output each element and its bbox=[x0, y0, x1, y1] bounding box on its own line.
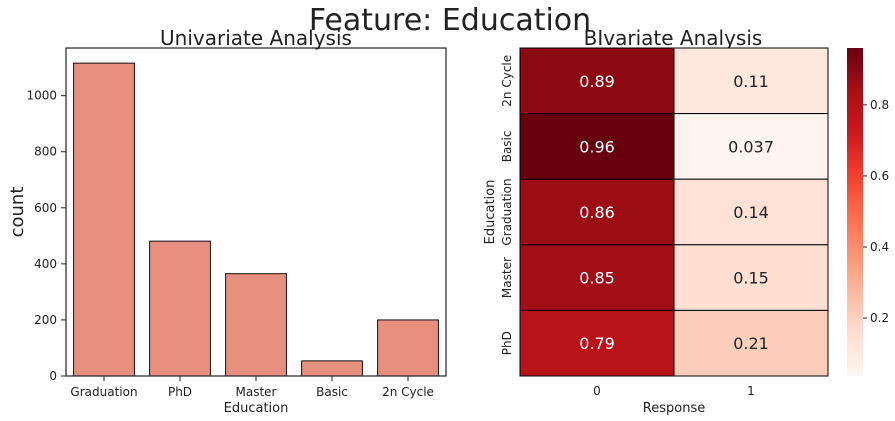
heatmap-x-tick-label: 0 bbox=[593, 384, 601, 398]
heatmap-cell-label: 0.037 bbox=[728, 137, 774, 156]
heatmap-cells: 0.89 0.11 0.96 0.037 0.86 0.14 0.85 0.15 0.79 0.2… bbox=[519, 47, 829, 377]
heatmap-cell bbox=[519, 113, 675, 180]
bar-2n-cycle bbox=[377, 319, 439, 377]
heatmap-cell bbox=[673, 47, 829, 115]
heatmap-y-tick-label: 2n Cycle bbox=[500, 55, 514, 107]
bar-x-tick-label: Master bbox=[236, 385, 277, 399]
heatmap-y-axis-label: Education bbox=[483, 180, 498, 245]
heatmap-cell-label: 0.86 bbox=[579, 203, 615, 222]
bar-series bbox=[73, 62, 439, 377]
bar-x-axis: Graduation PhD Master Basic 2n Cycle bbox=[70, 376, 434, 399]
bar-x-tick-label: 2n Cycle bbox=[382, 385, 434, 399]
heatmap-y-tick-label: Master bbox=[500, 257, 514, 298]
bar-y-axis-label: count bbox=[7, 187, 28, 238]
heatmap-cell bbox=[673, 113, 829, 180]
colorbar-gradient bbox=[847, 48, 863, 376]
bar-x-tick-label: PhD bbox=[168, 385, 192, 399]
heatmap-cell bbox=[673, 309, 829, 377]
colorbar-tick-label: 0.6 bbox=[870, 169, 889, 183]
heatmap-cell-label: 0.85 bbox=[579, 269, 615, 288]
bar-chart-title: Univariate Analysis bbox=[160, 26, 352, 50]
heatmap-cell-label: 0.96 bbox=[579, 137, 615, 156]
heatmap-cell-label: 0.11 bbox=[733, 72, 769, 91]
heatmap-cell bbox=[519, 178, 675, 246]
heatmap-cell bbox=[519, 309, 675, 377]
bar-master bbox=[225, 273, 287, 377]
bar-x-tick-label: Basic bbox=[316, 385, 348, 399]
heatmap-title: BIvariate Analysis bbox=[584, 26, 763, 50]
heatmap-y-axis: 2n Cycle Basic Graduation Master PhD bbox=[500, 55, 514, 355]
bar-y-tick-label: 0 bbox=[49, 369, 57, 383]
heatmap-y-tick-label: Graduation bbox=[500, 178, 514, 245]
bar-y-tick-label: 800 bbox=[34, 145, 57, 159]
bar-graduation bbox=[73, 62, 135, 377]
bar-y-tick-label: 400 bbox=[34, 257, 57, 271]
heatmap-cell-label: 0.79 bbox=[579, 334, 615, 353]
colorbar-tick-label: 0.2 bbox=[870, 311, 889, 325]
bar-x-axis-label: Education bbox=[224, 401, 289, 416]
heatmap-cell bbox=[673, 178, 829, 246]
bar-phd bbox=[149, 240, 211, 377]
heatmap-y-tick-label: Basic bbox=[500, 131, 514, 163]
heatmap-x-axis-label: Response bbox=[643, 401, 705, 416]
heatmap-cell bbox=[519, 47, 675, 115]
heatmap-x-tick-label: 1 bbox=[747, 384, 755, 398]
bar-y-tick-label: 1000 bbox=[26, 89, 57, 103]
colorbar-tick-label: 0.8 bbox=[870, 98, 889, 112]
heatmap-cell-label: 0.89 bbox=[579, 72, 615, 91]
heatmap-cell-label: 0.21 bbox=[733, 334, 769, 353]
colorbar-tick-label: 0.4 bbox=[870, 240, 889, 254]
bivariate-heatmap: BIvariate Analysis 0.89 0.11 0.96 0.037 0.86… bbox=[483, 26, 889, 416]
heatmap-colorbar: 0.2 0.4 0.6 0.8 bbox=[847, 48, 889, 376]
bar-y-tick-label: 200 bbox=[34, 313, 57, 327]
heatmap-cell bbox=[673, 244, 829, 311]
heatmap-cell-label: 0.15 bbox=[733, 269, 769, 288]
univariate-bar-chart: Univariate Analysis 0 200 400 600 800 1000 Gr… bbox=[7, 26, 447, 416]
heatmap-y-tick-label: PhD bbox=[500, 331, 514, 355]
heatmap-cell-label: 0.14 bbox=[733, 203, 769, 222]
figure-title: Feature: Education bbox=[309, 3, 591, 38]
bar-y-axis: 0 200 400 600 800 1000 bbox=[26, 89, 66, 383]
bar-y-tick-label: 600 bbox=[34, 201, 57, 215]
bar-x-tick-label: Graduation bbox=[70, 385, 137, 399]
bar-basic bbox=[301, 360, 363, 377]
